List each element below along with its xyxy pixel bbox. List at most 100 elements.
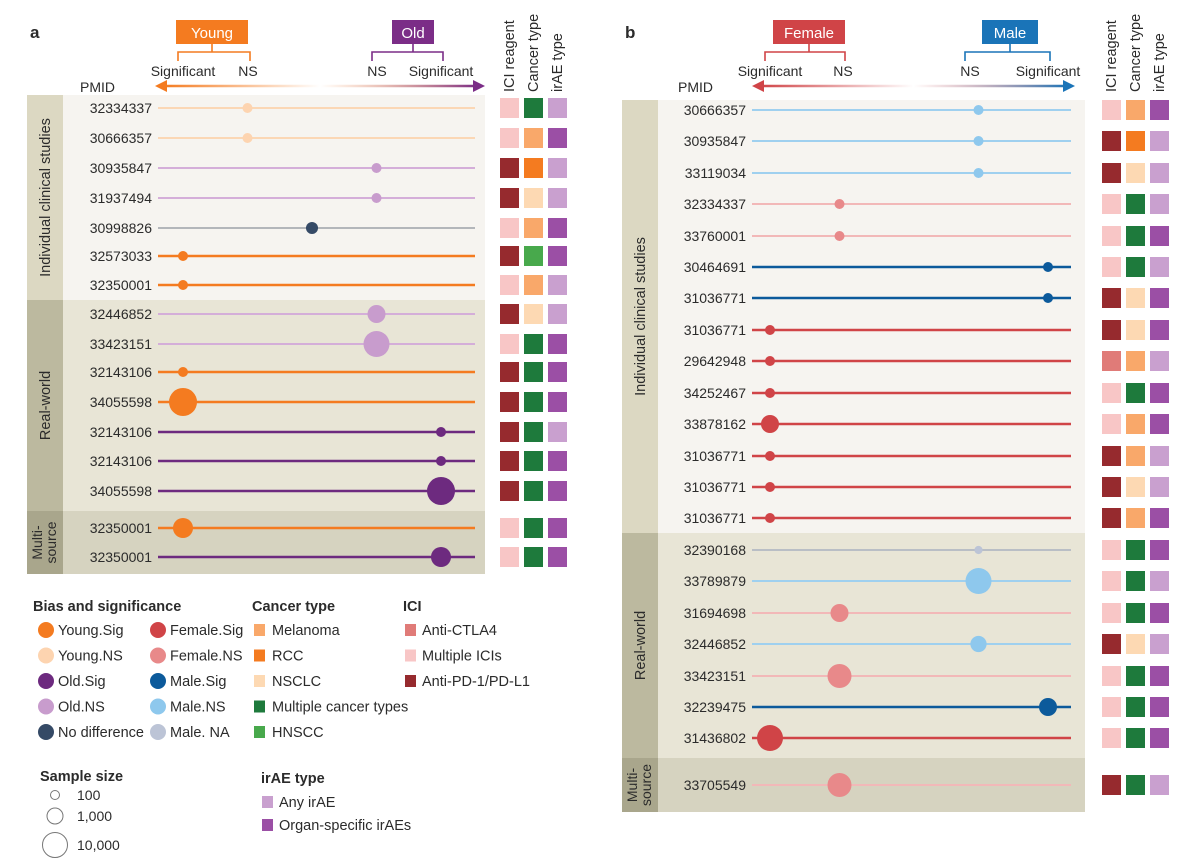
cancer-square: [1126, 414, 1145, 434]
data-row: 32446852: [684, 634, 1169, 654]
legend-item-size: 100: [50, 787, 101, 803]
group-multi-source: Multi-source 33705549: [622, 758, 1169, 812]
legend-label: Melanoma: [272, 623, 341, 639]
group-band: [27, 95, 63, 300]
data-row: 33760001: [684, 226, 1169, 246]
pmid-label: 30666357: [684, 102, 747, 118]
left-group-label: Female: [784, 25, 834, 42]
group-band: [27, 300, 63, 511]
cancer-square: [1126, 320, 1145, 340]
bias-dot: [242, 103, 253, 113]
legend-swatch: [38, 724, 54, 740]
axis-tick-label: NS: [960, 63, 979, 79]
axis-tick-label: NS: [367, 63, 386, 79]
bias-dot: [367, 305, 386, 323]
column-header: irAE type: [1152, 33, 1168, 92]
cancer-square: [1126, 194, 1145, 214]
irae-square: [548, 334, 567, 354]
right-group-box: [982, 20, 1038, 44]
cancer-square: [1126, 383, 1145, 403]
legend-item-size: 10,000: [42, 832, 120, 858]
data-row: 34055598: [90, 387, 567, 417]
legend-label: Young.NS: [58, 649, 123, 665]
irae-square: [548, 362, 567, 382]
legend-item-bias: Male. NA: [150, 724, 230, 741]
group-individual-clinical-studies: Individual clinical studies 32334337 30666…: [27, 95, 567, 300]
data-row: 32390168: [684, 540, 1169, 560]
legend-swatch: [38, 647, 54, 664]
cancer-square: [1126, 288, 1145, 308]
legend-title-bias: Bias and significance: [33, 599, 181, 615]
data-row: 34252467: [684, 383, 1169, 403]
legend-label: 10,000: [77, 837, 120, 853]
legend-label: Male. NA: [170, 725, 230, 741]
ici-square: [1102, 257, 1121, 277]
pmid-label: 32239475: [684, 699, 747, 715]
cancer-square: [1126, 257, 1145, 277]
legend-item-size: 1,000: [46, 807, 112, 825]
size-circle: [50, 790, 60, 800]
legend-label: Anti-CTLA4: [422, 623, 497, 639]
legend-label: Old.Sig: [58, 674, 106, 690]
legend-item-irae: Organ-specific irAEs: [262, 818, 411, 834]
bias-dot: [973, 105, 984, 115]
bias-dot: [830, 604, 849, 622]
group-label: Individual clinical studies: [633, 237, 649, 396]
pmid-label: 31036771: [684, 290, 747, 306]
data-row: 33789879: [684, 568, 1169, 594]
data-row: 31694698: [684, 603, 1169, 623]
pmid-label: 32390168: [684, 542, 747, 558]
irae-square: [548, 547, 567, 567]
panel-label: b: [625, 23, 635, 42]
data-row: 32350001: [90, 275, 567, 295]
cancer-square: [1126, 351, 1145, 371]
pmid-label: 32446852: [90, 306, 153, 322]
legend-swatch: [405, 675, 416, 687]
irae-square: [1150, 288, 1169, 308]
legend-swatch: [150, 647, 166, 664]
right-group-label: Male: [994, 25, 1027, 42]
bracket: [371, 44, 444, 61]
ici-square: [1102, 697, 1121, 717]
bias-dot: [430, 546, 452, 568]
legend-label: HNSCC: [272, 725, 324, 741]
irae-square: [1150, 163, 1169, 183]
pmid-label: 32334337: [90, 100, 153, 116]
data-row: 33119034: [685, 163, 1169, 183]
data-row: 33705549: [684, 773, 1169, 797]
bias-dot: [178, 280, 188, 290]
legend-label: Any irAE: [279, 795, 336, 811]
bias-dot: [436, 456, 446, 466]
legend-title-ici: ICI: [403, 599, 422, 615]
cancer-square: [524, 422, 543, 442]
legend-item-bias: Female.Sig: [150, 622, 243, 639]
bias-dot: [761, 415, 779, 433]
legend-item-bias: Old.Sig: [38, 673, 106, 690]
legend-title-cancer: Cancer type: [252, 599, 335, 615]
legend-label: Female.NS: [170, 649, 243, 665]
cancer-square: [1126, 666, 1145, 686]
pmid-label: 31436802: [684, 730, 747, 746]
ici-square: [1102, 775, 1121, 795]
legend-swatch: [405, 649, 416, 662]
legend-swatch: [150, 698, 166, 715]
panel-b: b Female Male Significant NS NS Significant PMI…: [622, 14, 1169, 812]
ici-square: [1102, 163, 1121, 183]
left-group-label: Young: [191, 25, 233, 42]
pmid-header: PMID: [80, 79, 115, 95]
irae-square: [1150, 226, 1169, 246]
ici-square: [1102, 414, 1121, 434]
axis-tick-label: Significant: [1016, 63, 1081, 79]
cancer-square: [1126, 728, 1145, 748]
group-band: [622, 758, 658, 812]
cancer-square: [524, 188, 543, 208]
data-row: 32143106: [90, 451, 567, 471]
legend-item-cancer: HNSCC: [254, 725, 324, 741]
irae-square: [548, 422, 567, 442]
pmid-label: 32446852: [684, 636, 747, 652]
cancer-square: [1126, 775, 1145, 795]
irae-square: [1150, 540, 1169, 560]
bias-dot: [426, 476, 456, 506]
bias-dot: [765, 356, 775, 366]
irae-square: [1150, 131, 1169, 151]
